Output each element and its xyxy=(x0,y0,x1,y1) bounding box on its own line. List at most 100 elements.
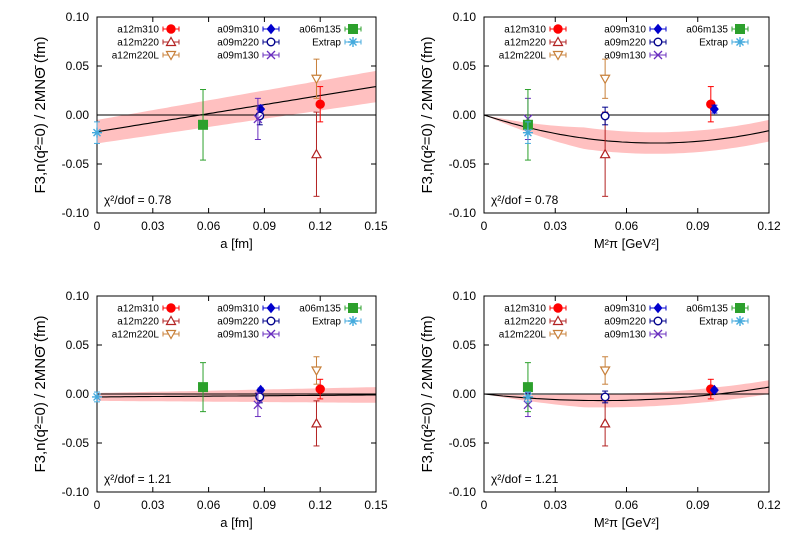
x-tick-label: 0 xyxy=(481,219,488,233)
legend-label-a09m130: a09m130 xyxy=(604,51,646,62)
x-tick-label: 0.03 xyxy=(544,498,568,512)
legend-marker-a12m220L xyxy=(552,329,564,340)
x-tick-label: 0.03 xyxy=(544,219,568,233)
x-axis-label: M²π [GeV²] xyxy=(594,236,659,251)
x-tick-label: 0.12 xyxy=(309,498,333,512)
point-a12m220L xyxy=(599,366,611,377)
y-tick-label: -0.10 xyxy=(62,206,90,220)
legend-label-Extrap: Extrap xyxy=(699,317,728,328)
fit-error-band xyxy=(484,114,769,154)
legend-label-Extrap: Extrap xyxy=(312,38,341,49)
legend-marker-a09m220 xyxy=(266,316,276,326)
point-a12m310 xyxy=(315,99,325,109)
x-tick-label: 0.12 xyxy=(757,219,781,233)
point-a09m310 xyxy=(709,103,719,115)
legend-label-a12m220L: a12m220L xyxy=(499,330,547,341)
y-tick-label: 0.00 xyxy=(66,387,90,401)
y-tick-label: -0.10 xyxy=(62,485,90,499)
x-tick-label: 0.12 xyxy=(309,219,333,233)
legend-label-a09m310: a09m310 xyxy=(604,25,646,36)
point-Extrap xyxy=(522,127,533,138)
x-tick-label: 0.09 xyxy=(686,219,710,233)
fit-line xyxy=(97,394,376,398)
legend-marker-a09m220 xyxy=(266,37,276,47)
legend-label-a09m130: a09m130 xyxy=(604,330,646,341)
legend-marker-a12m220L xyxy=(165,50,177,61)
point-a06m135 xyxy=(522,382,533,393)
legend-label-a06m135: a06m135 xyxy=(299,304,341,315)
point-a06m135 xyxy=(198,119,209,130)
legend-label-a12m220: a12m220 xyxy=(504,38,546,49)
y-tick-label: -0.05 xyxy=(62,157,90,171)
point-a06m135 xyxy=(198,382,209,393)
x-axis-label: M²π [GeV²] xyxy=(594,515,659,530)
legend-label-a06m135: a06m135 xyxy=(686,304,728,315)
legend-label-a12m220L: a12m220L xyxy=(499,51,547,62)
y-tick-label: -0.05 xyxy=(449,157,477,171)
point-a09m130 xyxy=(253,114,263,124)
legend-label-a09m130: a09m130 xyxy=(217,51,259,62)
fit-error-band xyxy=(97,387,376,403)
legend-marker-a09m220 xyxy=(653,37,663,47)
fit-error-band xyxy=(97,70,376,144)
x-tick-label: 0.12 xyxy=(757,498,781,512)
legend-label-a09m220: a09m220 xyxy=(604,38,646,49)
y-tick-label: 0.05 xyxy=(66,59,90,73)
legend-label-a09m220: a09m220 xyxy=(604,317,646,328)
x-tick-label: 0 xyxy=(481,498,488,512)
point-a12m220 xyxy=(599,148,611,159)
x-tick-label: 0.15 xyxy=(364,219,388,233)
point-a12m220L xyxy=(599,74,611,85)
legend-marker-a09m310 xyxy=(653,23,663,35)
x-tick-label: 0.03 xyxy=(141,219,165,233)
x-tick-label: 0.03 xyxy=(141,498,165,512)
y-tick-label: 0.00 xyxy=(453,387,477,401)
y-axis-label: F3,n(q²=0) / 2MNΘ̄ (fm) xyxy=(419,315,436,472)
panel-4: 0.10 0.05 0.00 -0.05 -0.10 0 0.03 0.06 0.09 0.12 a… xyxy=(419,289,781,530)
legend-marker-Extrap xyxy=(735,316,745,326)
chi2-label: χ²/dof = 1.21 xyxy=(104,472,172,486)
y-tick-label: 0.05 xyxy=(453,338,477,352)
point-a09m220 xyxy=(600,392,610,402)
panel-3: 0.10 0.05 0.00 -0.05 -0.10 0 0.03 0.06 0.09 0.12 0… xyxy=(32,289,388,530)
legend-label-a09m310: a09m310 xyxy=(217,304,259,315)
fit-line xyxy=(97,86,376,133)
legend-label-a09m310: a09m310 xyxy=(217,25,259,36)
legend-marker-a12m310 xyxy=(166,303,176,313)
legend-label-a09m130: a09m130 xyxy=(217,330,259,341)
y-tick-label: 0.05 xyxy=(66,338,90,352)
y-tick-label: 0.05 xyxy=(453,59,477,73)
legend-label-Extrap: Extrap xyxy=(312,317,341,328)
y-tick-label: -0.05 xyxy=(62,436,90,450)
legend-marker-a09m310 xyxy=(653,302,663,314)
x-tick-label: 0.06 xyxy=(615,219,639,233)
y-tick-label: 0.10 xyxy=(66,289,90,303)
legend-marker-a12m220L xyxy=(552,50,564,61)
legend-marker-a09m130 xyxy=(266,329,276,339)
legend-marker-a09m220 xyxy=(653,316,663,326)
x-tick-label: 0.06 xyxy=(197,219,221,233)
legend-label-a12m310: a12m310 xyxy=(117,25,159,36)
legend-marker-Extrap xyxy=(348,37,358,47)
point-a09m130 xyxy=(253,400,263,410)
legend-label-a06m135: a06m135 xyxy=(299,25,341,36)
legend-marker-a09m310 xyxy=(266,23,276,35)
point-a09m220 xyxy=(255,392,265,402)
legend-marker-a06m135 xyxy=(348,303,358,313)
x-tick-label: 0.06 xyxy=(615,498,639,512)
y-tick-label: 0.00 xyxy=(453,108,477,122)
y-axis-label: F3,n(q²=0) / 2MNΘ̄ (fm) xyxy=(32,36,49,193)
point-a12m220 xyxy=(310,417,323,428)
point-a12m220L xyxy=(310,74,323,85)
point-a12m220L xyxy=(310,366,323,377)
point-a09m220 xyxy=(600,111,610,121)
chi2-label: χ²/dof = 1.21 xyxy=(491,472,559,486)
legend-marker-a06m135 xyxy=(735,303,745,313)
legend-marker-a09m130 xyxy=(653,329,663,339)
legend-label-a12m220: a12m220 xyxy=(117,38,159,49)
legend-marker-Extrap xyxy=(348,316,358,326)
x-tick-label: 0 xyxy=(94,219,101,233)
legend-marker-a06m135 xyxy=(348,24,358,34)
legend-marker-Extrap xyxy=(735,37,745,47)
